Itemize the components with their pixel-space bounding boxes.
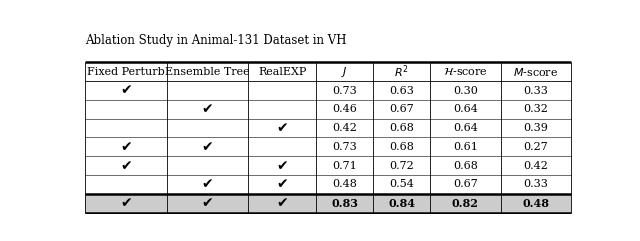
Text: ✔: ✔: [202, 177, 213, 191]
Text: 0.83: 0.83: [332, 198, 358, 209]
Text: 0.42: 0.42: [332, 123, 357, 133]
Text: 0.72: 0.72: [389, 161, 414, 171]
Text: 0.71: 0.71: [332, 161, 357, 171]
Text: 0.46: 0.46: [332, 104, 357, 114]
Text: 0.27: 0.27: [524, 142, 548, 152]
Text: $\mathit{J}$: $\mathit{J}$: [341, 65, 348, 79]
Text: RealEXP: RealEXP: [258, 67, 307, 77]
Text: ✔: ✔: [120, 140, 132, 154]
Text: Ablation Study in Animal-131 Dataset in VH: Ablation Study in Animal-131 Dataset in …: [85, 34, 346, 47]
Text: 0.68: 0.68: [453, 161, 477, 171]
Text: 0.73: 0.73: [332, 142, 357, 152]
Text: 0.67: 0.67: [453, 180, 477, 189]
Text: Ensemble Tree: Ensemble Tree: [165, 67, 250, 77]
Bar: [85, 194, 571, 213]
Text: 0.48: 0.48: [522, 198, 549, 209]
Text: 0.68: 0.68: [389, 142, 414, 152]
Text: ✔: ✔: [202, 196, 213, 210]
Text: 0.64: 0.64: [453, 123, 477, 133]
Text: 0.68: 0.68: [389, 123, 414, 133]
Text: ✔: ✔: [120, 159, 132, 173]
Text: 0.73: 0.73: [332, 86, 357, 95]
Text: 0.67: 0.67: [389, 104, 414, 114]
Text: 0.48: 0.48: [332, 180, 357, 189]
Text: 0.82: 0.82: [452, 198, 479, 209]
Text: ✔: ✔: [276, 196, 288, 210]
Text: 0.33: 0.33: [524, 86, 548, 95]
Text: 0.30: 0.30: [453, 86, 477, 95]
Text: 0.63: 0.63: [389, 86, 414, 95]
Text: 0.39: 0.39: [524, 123, 548, 133]
Text: 0.42: 0.42: [524, 161, 548, 171]
Text: $\mathcal{H}$-score: $\mathcal{H}$-score: [443, 66, 488, 77]
Text: 0.84: 0.84: [388, 198, 415, 209]
Text: ✔: ✔: [202, 102, 213, 116]
Text: ✔: ✔: [120, 196, 132, 210]
Text: Fixed Perturb: Fixed Perturb: [87, 67, 164, 77]
Text: $\mathit{M}$-score: $\mathit{M}$-score: [513, 66, 559, 78]
Text: ✔: ✔: [276, 177, 288, 191]
Text: 0.54: 0.54: [389, 180, 414, 189]
Text: 0.33: 0.33: [524, 180, 548, 189]
Text: ✔: ✔: [276, 159, 288, 173]
Text: 0.64: 0.64: [453, 104, 477, 114]
Text: ✔: ✔: [120, 83, 132, 98]
Text: ✔: ✔: [276, 121, 288, 135]
Text: 0.61: 0.61: [453, 142, 477, 152]
Text: $R^2$: $R^2$: [394, 63, 409, 80]
Text: 0.32: 0.32: [524, 104, 548, 114]
Text: ✔: ✔: [202, 140, 213, 154]
